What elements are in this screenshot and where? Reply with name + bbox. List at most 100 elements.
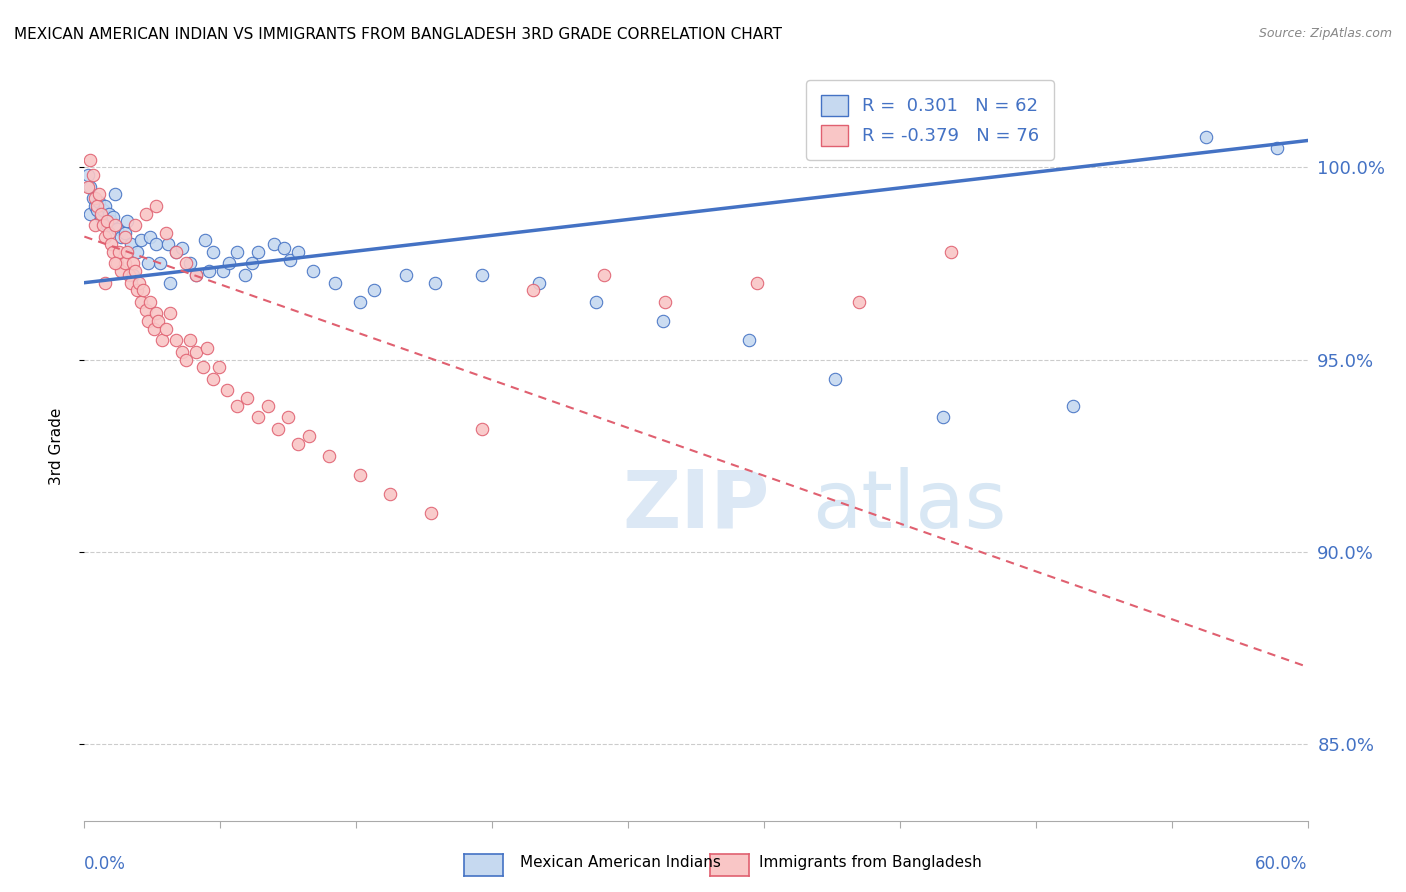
Point — [128, 276, 150, 290]
Point — [747, 276, 769, 290]
Point — [1265, 141, 1288, 155]
Point — [77, 168, 100, 182]
Point — [212, 264, 235, 278]
Point — [186, 344, 208, 359]
Point — [120, 276, 142, 290]
Point — [93, 229, 115, 244]
Point — [191, 360, 214, 375]
Point — [395, 268, 418, 282]
Point — [257, 399, 280, 413]
Point — [278, 252, 301, 267]
Point — [101, 244, 124, 259]
Point — [79, 153, 101, 167]
Point — [471, 268, 494, 282]
Point — [218, 256, 240, 270]
Point — [179, 256, 201, 270]
Text: 60.0%: 60.0% — [1256, 855, 1308, 873]
Point — [263, 237, 285, 252]
Point — [217, 384, 239, 398]
Point — [174, 352, 197, 367]
Point — [654, 294, 676, 309]
Point — [79, 179, 101, 194]
Point — [122, 256, 145, 270]
Point — [136, 256, 159, 270]
Point — [420, 506, 443, 520]
Point — [471, 422, 494, 436]
Point — [226, 399, 249, 413]
Point — [138, 229, 160, 244]
Point — [122, 268, 145, 282]
Point — [349, 467, 371, 482]
Point — [380, 487, 402, 501]
Point — [1062, 399, 1084, 413]
Point — [138, 294, 160, 309]
Point — [91, 202, 114, 217]
Point — [120, 237, 142, 252]
Point — [201, 372, 224, 386]
Point — [100, 237, 122, 252]
Point — [87, 194, 110, 209]
Point — [118, 268, 141, 282]
Point — [527, 276, 550, 290]
Point — [298, 429, 321, 443]
Text: Source: ZipAtlas.com: Source: ZipAtlas.com — [1258, 27, 1392, 40]
Point — [86, 202, 108, 217]
Point — [105, 256, 128, 270]
Text: atlas: atlas — [813, 467, 1007, 545]
Point — [104, 187, 127, 202]
Point — [127, 284, 149, 298]
Point — [287, 244, 309, 259]
Point — [824, 372, 846, 386]
Point — [96, 214, 118, 228]
Point — [110, 229, 132, 244]
Point — [132, 284, 155, 298]
Point — [101, 211, 124, 225]
Point — [104, 256, 127, 270]
Point — [155, 226, 177, 240]
Point — [114, 226, 136, 240]
Point — [240, 256, 263, 270]
Point — [363, 284, 385, 298]
Point — [83, 218, 105, 232]
Point — [115, 214, 138, 228]
Point — [273, 241, 295, 255]
Point — [91, 218, 114, 232]
Point — [90, 211, 112, 225]
Point — [652, 314, 675, 328]
Point — [159, 276, 181, 290]
Point — [135, 206, 157, 220]
Point — [136, 314, 159, 328]
Point — [246, 410, 269, 425]
Text: Immigrants from Bangladesh: Immigrants from Bangladesh — [759, 855, 981, 870]
Text: Mexican American Indians: Mexican American Indians — [520, 855, 721, 870]
Point — [1195, 129, 1218, 144]
Point — [124, 218, 146, 232]
Point — [165, 244, 187, 259]
Point — [145, 306, 167, 320]
Y-axis label: 3rd Grade: 3rd Grade — [49, 408, 63, 484]
Point — [114, 256, 136, 270]
Point — [165, 334, 187, 348]
Point — [87, 187, 110, 202]
Point — [105, 222, 128, 236]
Point — [145, 199, 167, 213]
Point — [235, 268, 257, 282]
Point — [172, 241, 194, 255]
Point — [165, 244, 187, 259]
Legend: R =  0.301   N = 62, R = -0.379   N = 76: R = 0.301 N = 62, R = -0.379 N = 76 — [807, 80, 1054, 160]
Text: 0.0%: 0.0% — [84, 855, 127, 873]
Point — [201, 244, 224, 259]
Point — [150, 334, 173, 348]
Point — [593, 268, 616, 282]
Point — [86, 199, 108, 213]
Point — [195, 341, 218, 355]
Point — [349, 294, 371, 309]
Point — [194, 234, 217, 248]
Point — [301, 264, 323, 278]
Point — [174, 256, 197, 270]
Point — [93, 199, 115, 213]
Point — [323, 276, 346, 290]
Point — [208, 360, 231, 375]
Point — [77, 179, 100, 194]
Point — [585, 294, 607, 309]
